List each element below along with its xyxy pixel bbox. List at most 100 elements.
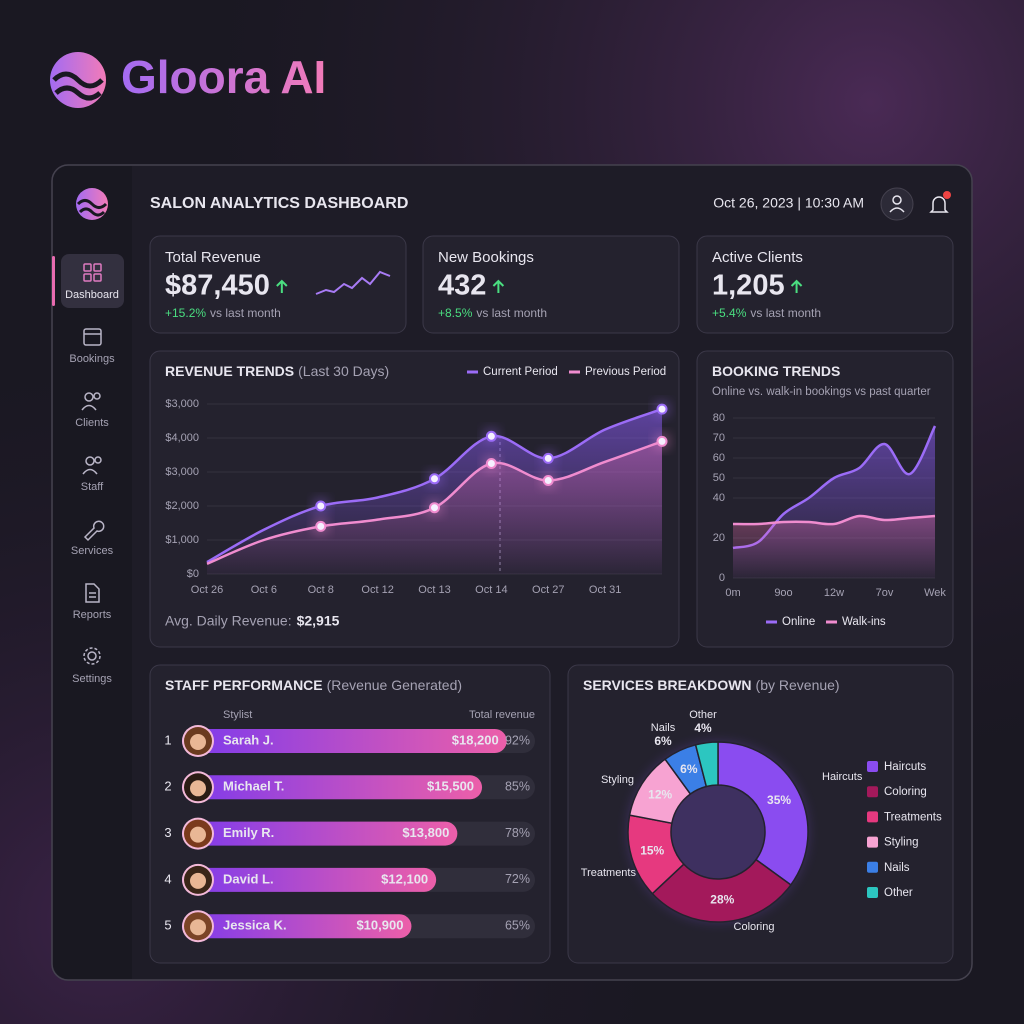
nav-label[interactable]: Settings (72, 673, 112, 685)
legend-swatch (867, 836, 878, 848)
slice-outer-label: 6% (654, 734, 672, 748)
y-tick-label: $4,000 (165, 432, 199, 444)
donut-slice (694, 741, 719, 788)
kpi-value: 1,205 (712, 270, 785, 302)
kpi-value: $87,450 (165, 270, 270, 302)
legend-swatch (867, 887, 878, 898)
chart-title-text: SERVICES BREAKDOWN (583, 677, 752, 693)
share-label: 65% (505, 918, 530, 932)
rank: 5 (164, 918, 171, 933)
x-tick-label: Oct 31 (589, 584, 621, 596)
kpi-label: New Bookings (438, 249, 534, 266)
nav-label[interactable]: Clients (75, 417, 109, 429)
y-tick-label: 80 (713, 412, 725, 424)
legend-label: Walk-ins (842, 616, 886, 628)
y-tick-label: 20 (713, 532, 725, 544)
kpi-label: Active Clients (712, 249, 803, 266)
revenue-value: $13,800 (402, 825, 449, 840)
legend-swatch (867, 861, 878, 873)
nav-active-indicator (52, 256, 55, 306)
share-label: 78% (505, 826, 530, 840)
profile-button[interactable] (880, 187, 914, 221)
revenue-bar (182, 775, 483, 800)
revenue-value: $10,900 (356, 918, 403, 933)
share-label: 92% (505, 733, 530, 747)
legend-swatch (867, 786, 878, 798)
slice-name: Haircuts (822, 771, 863, 783)
slice-name: Nails (651, 722, 676, 734)
chart-subtitle: (by Revenue) (756, 677, 840, 693)
legend-swatch (867, 811, 878, 823)
kpi-card (696, 235, 954, 334)
x-tick-label: Oct 14 (475, 584, 507, 596)
share-label: 72% (505, 872, 530, 886)
nav-label[interactable]: Bookings (69, 353, 115, 365)
x-tick-label: Oct 13 (418, 584, 450, 596)
legend-label: Online (782, 616, 815, 628)
brand-name: Gloora AI (121, 51, 326, 103)
y-tick-label: $2,000 (165, 500, 199, 512)
y-tick-label: 0 (719, 572, 725, 584)
footer-value: $2,915 (297, 613, 340, 629)
avatar-face (190, 734, 206, 750)
data-point (315, 500, 327, 512)
slice-label: 28% (710, 893, 734, 907)
kpi-change-line: +8.5% vs last month (438, 306, 547, 320)
slice-label: 35% (767, 793, 791, 807)
staff-title: STAFF PERFORMANCE (Revenue Generated) (165, 677, 462, 693)
stylist-name: Jessica K. (223, 918, 287, 933)
nav-label[interactable]: Staff (81, 481, 104, 493)
legend-label: Haircuts (884, 761, 926, 773)
sidebar (53, 166, 132, 979)
footer-label: Avg. Daily Revenue: (165, 613, 292, 629)
nav-icons (81, 263, 105, 665)
chart-subtitle: (Last 30 Days) (298, 363, 389, 379)
y-tick-label: 60 (713, 452, 725, 464)
chart-title-text: BOOKING TRENDS (712, 363, 840, 379)
stylist-name: David L. (223, 871, 274, 886)
donut-slice (651, 858, 792, 923)
rank: 4 (164, 871, 171, 886)
chart-title: BOOKING TRENDS (712, 363, 840, 379)
nav-label[interactable]: Reports (73, 609, 112, 621)
legend-label: Coloring (884, 786, 927, 798)
kpi-change-line: +15.2% vs last month (165, 306, 281, 320)
column-header: Total revenue (469, 709, 535, 721)
series-area (733, 515, 935, 578)
y-tick-label: 50 (713, 472, 725, 484)
x-tick-label: Oct 26 (191, 584, 223, 596)
data-point (542, 475, 554, 486)
brand-logo (50, 52, 106, 108)
slice-label: 15% (640, 843, 664, 857)
slice-label: 6% (680, 762, 698, 776)
data-point (429, 473, 440, 485)
kpi-change: +5.4% (712, 306, 747, 320)
notification-button[interactable] (929, 191, 951, 213)
chart-title: REVENUE TRENDS (Last 30 Days) (165, 363, 389, 379)
x-tick-label: Oct 27 (532, 584, 564, 596)
slice-name: Other (689, 709, 717, 721)
legend-label: Treatments (884, 811, 942, 823)
x-tick-label: Oct 6 (251, 584, 277, 596)
datetime: Oct 26, 2023 | 10:30 AM (713, 195, 864, 211)
x-tick-label: Wek (924, 587, 946, 599)
y-tick-label: 40 (713, 492, 725, 504)
avatar-face (190, 826, 206, 843)
donut-slice (717, 741, 809, 886)
y-tick-label: $3,000 (165, 398, 199, 410)
revenue-value: $15,500 (427, 779, 474, 794)
slice-label: 12% (648, 787, 672, 801)
kpi-change: +15.2% (165, 306, 206, 320)
data-point (485, 430, 497, 442)
revenue-bar (182, 867, 437, 892)
revenue-value: $18,200 (452, 732, 499, 747)
trend-arrow (276, 279, 288, 293)
chart-subtitle: Online vs. walk-in bookings vs past quar… (712, 386, 931, 398)
nav-label[interactable]: Dashboard (65, 289, 119, 301)
data-point (656, 435, 668, 447)
revenue-bar (182, 914, 412, 939)
column-header: Stylist (223, 709, 252, 721)
nav-label[interactable]: Services (71, 545, 114, 557)
